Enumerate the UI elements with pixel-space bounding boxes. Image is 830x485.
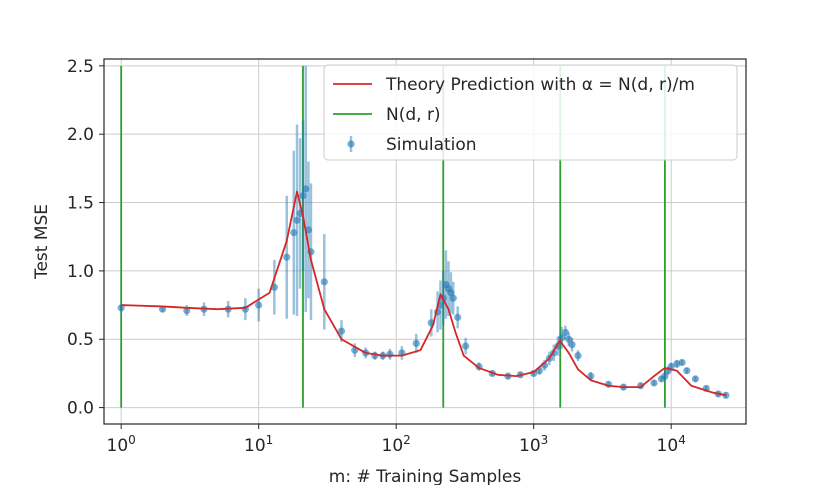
legend-box [323, 64, 738, 161]
y-tick-label: 1.0 [67, 262, 94, 282]
legend-entry-2: Simulation [347, 135, 477, 155]
y-tick-5: 2.5 [67, 57, 104, 77]
simulation-point [565, 335, 573, 343]
legend-point-swatch [347, 140, 355, 148]
legend-label: Theory Prediction with α = N(d, r)/m [385, 75, 695, 95]
simulation-point [302, 185, 310, 193]
x-tick-1: 101 [244, 424, 273, 456]
simulation-point [290, 229, 298, 237]
x-tick-2: 102 [382, 424, 411, 456]
simulation-point [454, 313, 462, 321]
x-tick-3: 103 [519, 424, 548, 456]
simulation-point [386, 350, 394, 358]
y-tick-label: 0.0 [67, 399, 94, 419]
simulation-point [293, 216, 301, 224]
x-tick-label: 100 [107, 433, 136, 456]
y-tick-3: 1.5 [67, 194, 104, 214]
x-tick-exponent: 0 [128, 433, 136, 447]
legend-entry-1: N(d, r) [333, 105, 441, 125]
theory-series [121, 190, 727, 397]
y-tick-0: 0.0 [67, 399, 104, 419]
simulation-point [447, 289, 455, 297]
x-tick-base: 10 [382, 436, 404, 456]
y-axis-label: Test MSE [32, 204, 52, 280]
y-tick-2: 1.0 [67, 262, 104, 282]
x-tick-exponent: 3 [541, 433, 549, 447]
simulation-point [650, 379, 658, 387]
x-axis-label: m: # Training Samples [329, 467, 522, 485]
x-tick-exponent: 4 [678, 433, 686, 447]
y-tick-label: 2.0 [67, 125, 94, 145]
x-tick-base: 10 [657, 436, 679, 456]
simulation-point [299, 192, 307, 200]
x-tick-exponent: 1 [266, 433, 274, 447]
y-tick-label: 2.5 [67, 57, 94, 77]
x-tick-base: 10 [244, 436, 266, 456]
x-tick-label: 104 [657, 433, 686, 456]
plot-frame [103, 58, 747, 425]
legend-entry-0: Theory Prediction with α = N(d, r)/m [333, 75, 695, 95]
y-tick-1: 0.5 [67, 330, 104, 350]
y-axis-ticks: 0.0 0.5 1.0 1.5 2.0 2.5 [67, 57, 104, 419]
simulation-point [412, 339, 420, 347]
simulation-point [691, 375, 700, 383]
x-tick-base: 10 [107, 436, 129, 456]
simulation-point [558, 334, 566, 342]
simulation-point [683, 367, 691, 375]
x-tick-0: 100 [107, 424, 136, 456]
simulation-point [678, 358, 686, 367]
simulation-point [568, 341, 576, 349]
simulation-point [661, 372, 669, 380]
simulation-point [320, 278, 328, 286]
x-tick-exponent: 2 [403, 433, 411, 447]
simulation-point [449, 294, 457, 302]
simulation-point [574, 352, 582, 360]
simulation-point [255, 301, 263, 309]
theory-line [121, 190, 727, 397]
y-tick-label: 0.5 [67, 330, 94, 350]
x-tick-4: 104 [657, 424, 686, 456]
x-tick-label: 102 [382, 433, 411, 456]
y-tick-label: 1.5 [67, 194, 94, 214]
simulation-point [561, 328, 569, 337]
legend: Theory Prediction with α = N(d, r)/m N(d,… [323, 64, 738, 161]
x-tick-base: 10 [519, 436, 541, 456]
simulation-point [462, 342, 470, 350]
simulation-point [283, 253, 291, 261]
simulation-point [337, 327, 346, 335]
x-tick-label: 101 [244, 433, 273, 456]
x-tick-label: 103 [519, 433, 548, 456]
legend-label: N(d, r) [386, 105, 441, 125]
x-axis-ticks: 100 101 102 103 104 [107, 424, 686, 456]
legend-label: Simulation [386, 135, 477, 155]
y-tick-4: 2.0 [67, 125, 104, 145]
